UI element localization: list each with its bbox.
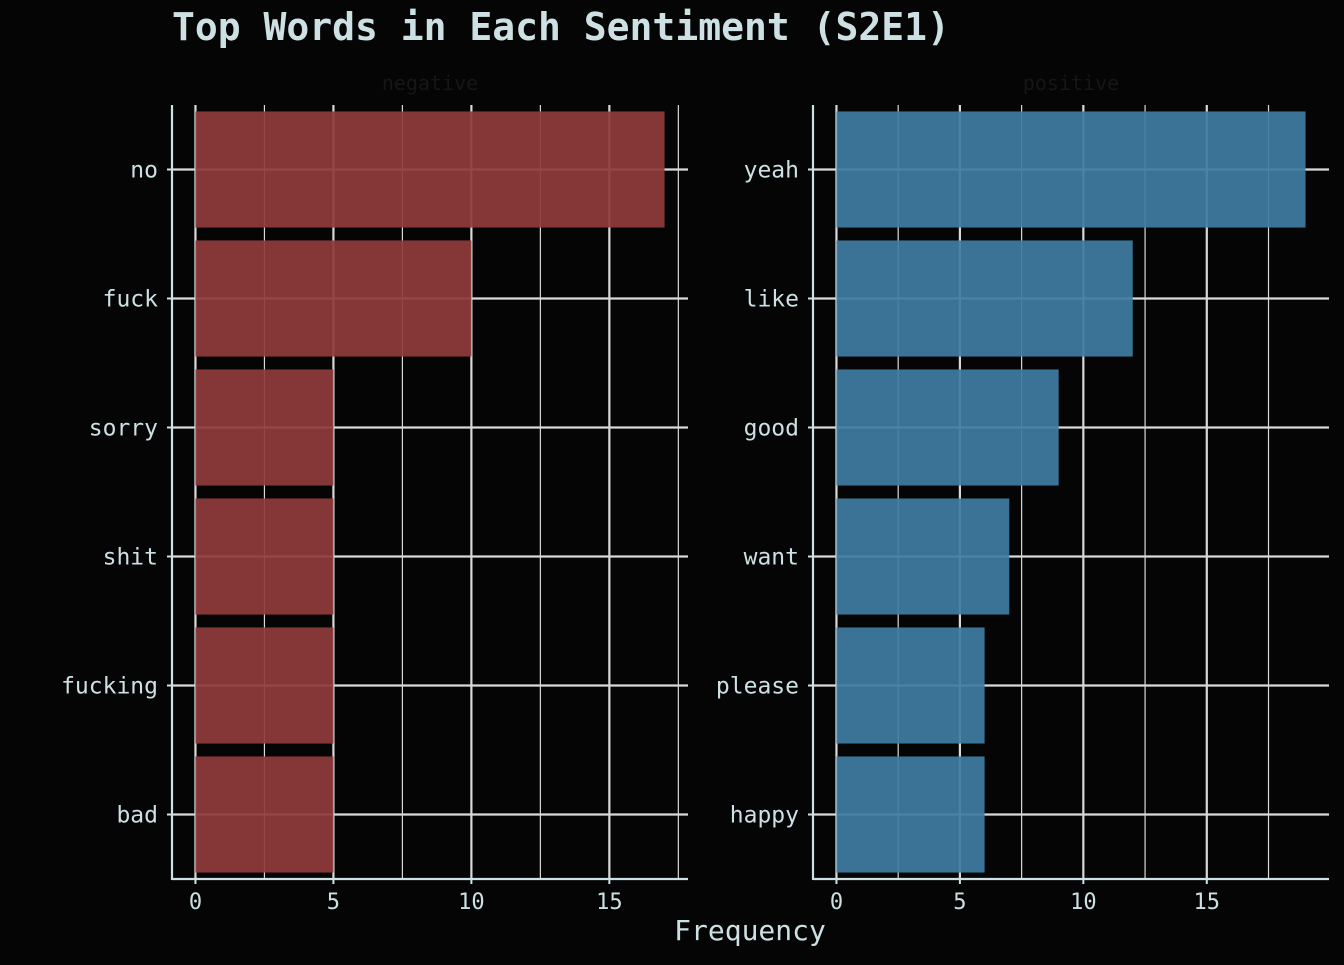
bar: [195, 627, 334, 744]
x-tick-label: 10: [1070, 890, 1097, 915]
category-label: fuck: [103, 287, 159, 313]
bar: [836, 369, 1059, 486]
bar: [195, 240, 472, 357]
chart-title: Top Words in Each Sentiment (S2E1): [172, 5, 950, 49]
bar: [836, 627, 985, 744]
x-tick-label: 15: [1194, 890, 1221, 915]
category-label: like: [744, 287, 799, 313]
x-axis-title: Frequency: [674, 914, 826, 947]
bar: [195, 369, 334, 486]
bar: [836, 240, 1133, 357]
category-label: yeah: [744, 158, 799, 184]
category-label: want: [744, 545, 799, 571]
bar: [195, 111, 665, 228]
panel-positive: positive yeah like good want please happy 0 5 10 1…: [716, 71, 1329, 915]
category-label: fucking: [61, 674, 158, 700]
x-tick-label: 5: [327, 890, 340, 915]
category-label: sorry: [89, 416, 158, 442]
bar: [836, 498, 1010, 615]
category-label: please: [716, 674, 799, 700]
bar: [836, 111, 1306, 228]
x-tick-label: 5: [953, 890, 966, 915]
category-label: good: [744, 416, 799, 442]
facet-label: negative: [382, 71, 478, 95]
category-label: shit: [103, 545, 158, 571]
x-tick-label: 0: [189, 890, 202, 915]
category-label: happy: [730, 803, 799, 829]
category-label: no: [130, 158, 158, 184]
bar: [836, 756, 985, 873]
x-tick-label: 0: [830, 890, 843, 915]
bar: [195, 756, 334, 873]
bar: [195, 498, 334, 615]
x-tick-label: 10: [458, 890, 485, 915]
category-label: bad: [116, 803, 158, 829]
facet-label: positive: [1023, 71, 1119, 95]
x-tick-label: 15: [596, 890, 623, 915]
panel-negative: negative no fuck sorry shit fucking bad 0 5 10 15: [61, 71, 688, 915]
